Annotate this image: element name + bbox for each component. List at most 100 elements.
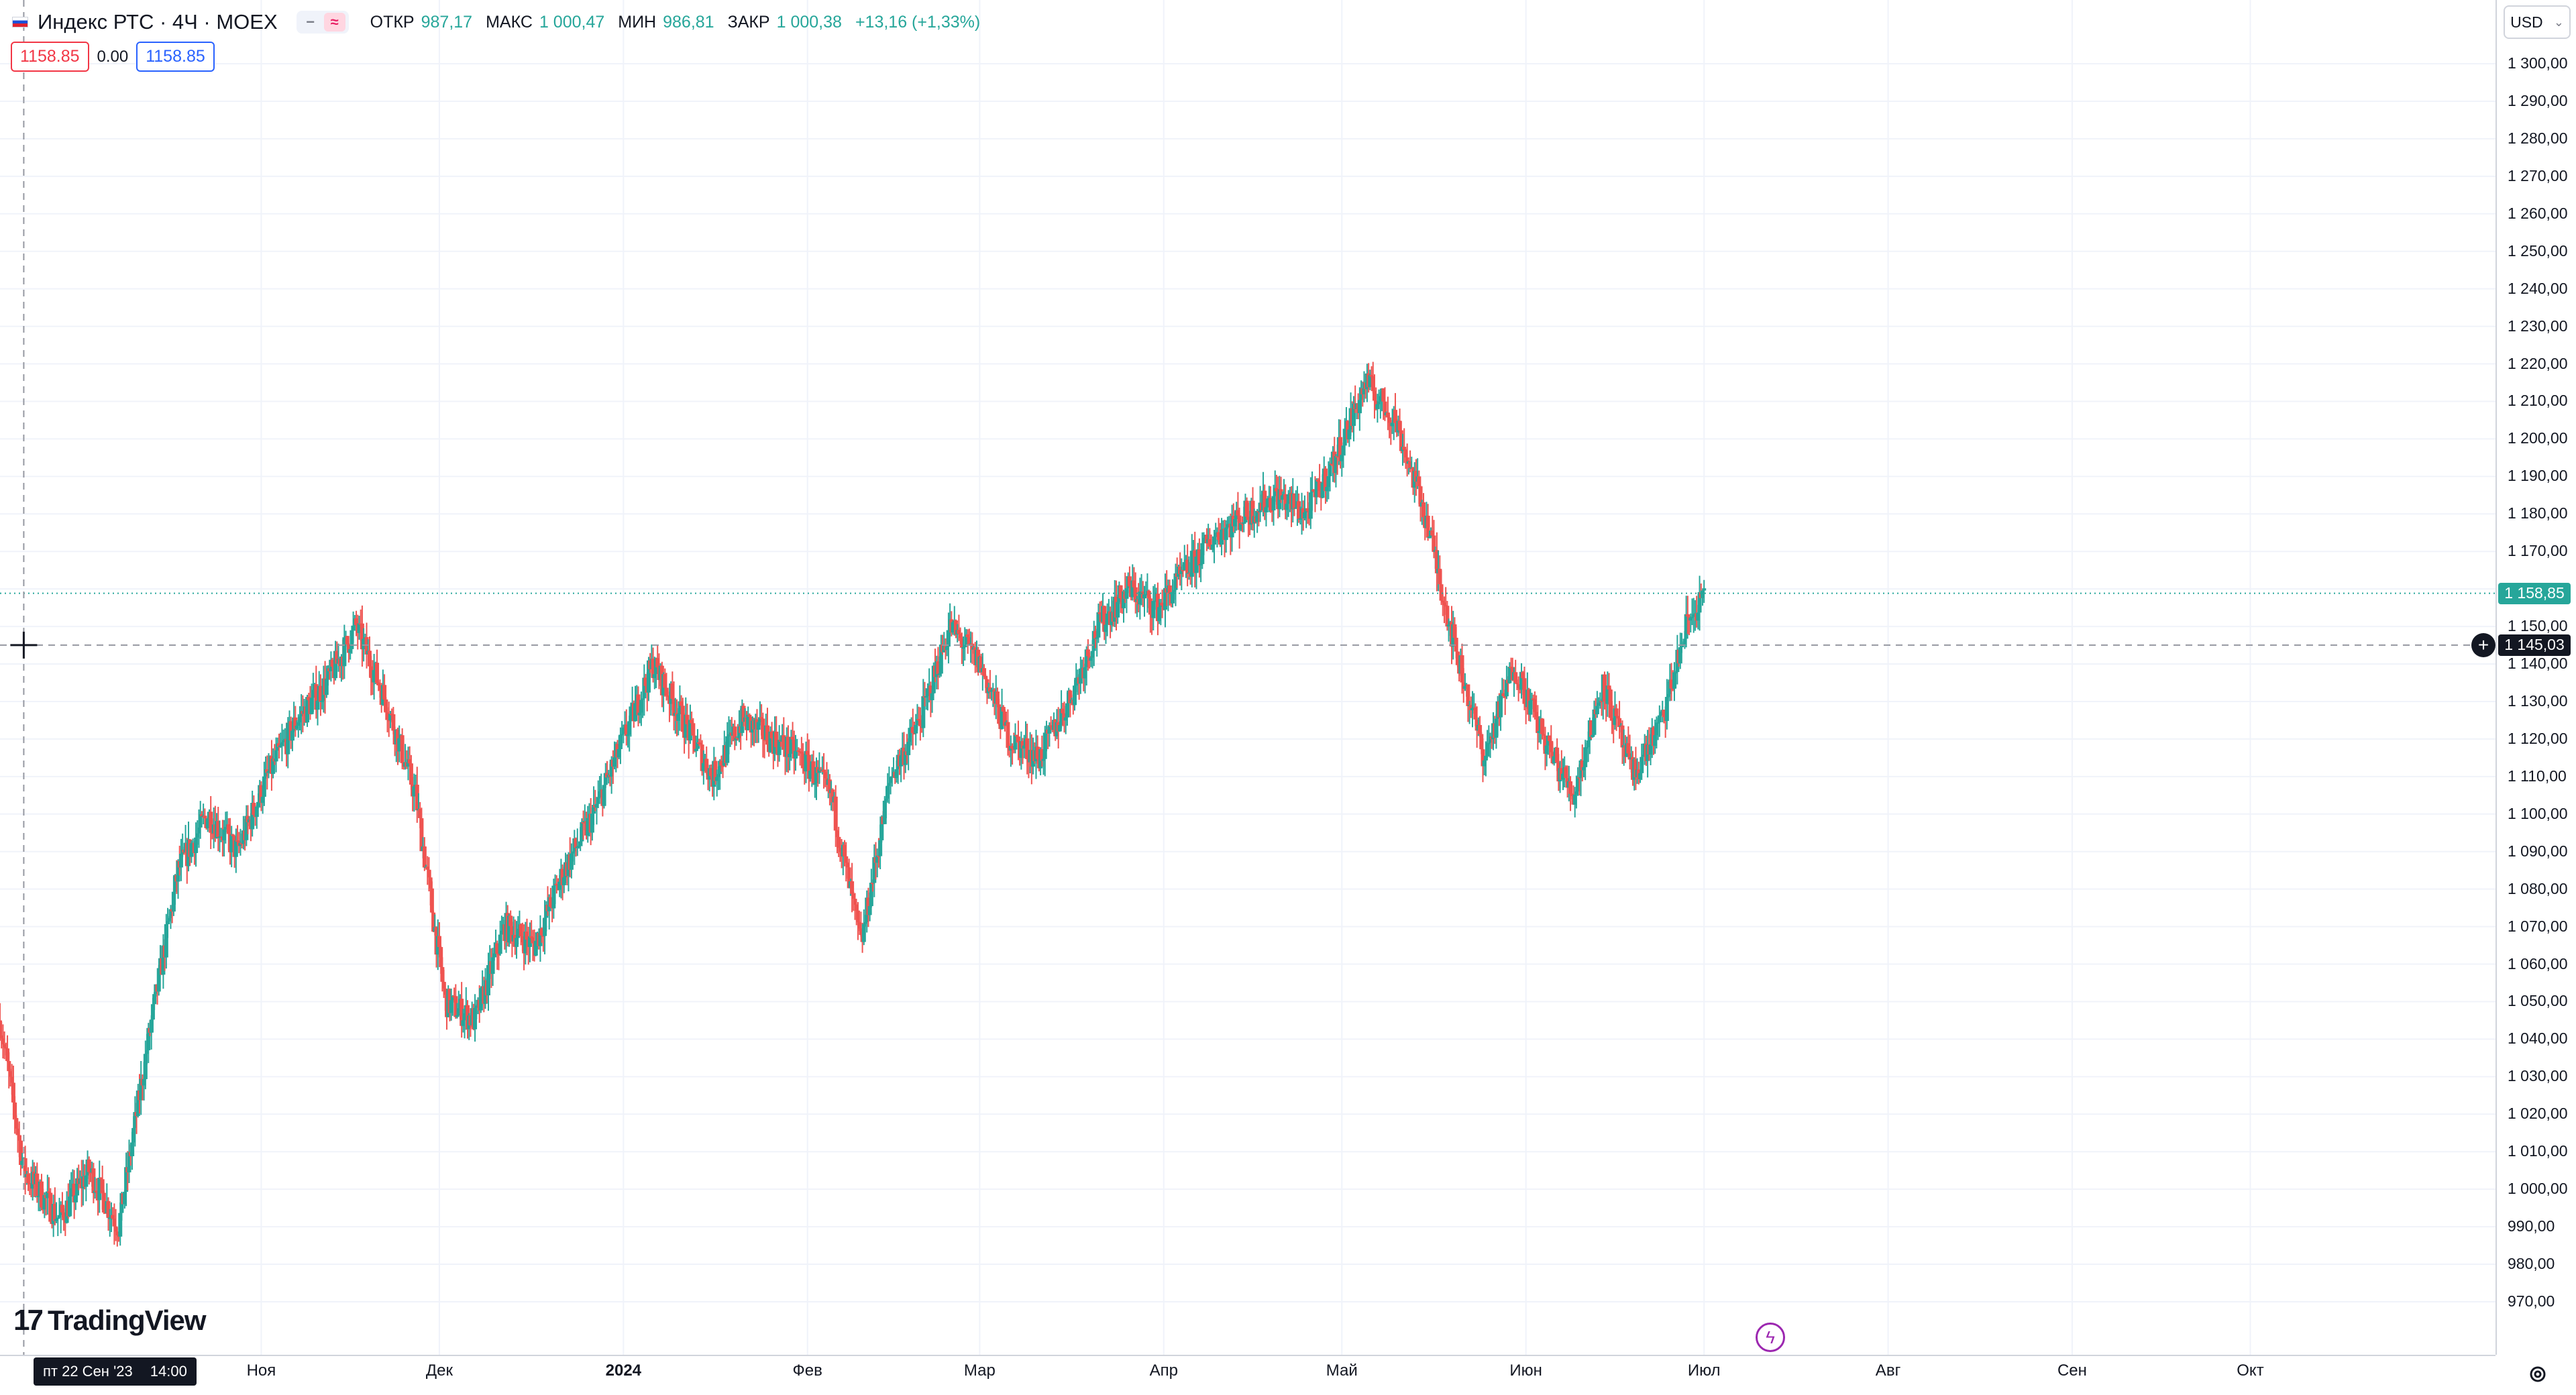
candle-body [801, 753, 806, 769]
lightning-icon[interactable]: ϟ [1756, 1323, 1785, 1352]
candle-body [629, 706, 633, 722]
candle-body [256, 801, 261, 807]
candle-body [35, 1173, 40, 1196]
price-tick-label: 1 020,00 [2508, 1105, 2568, 1123]
candle-body [171, 891, 176, 912]
candle-body [863, 922, 868, 924]
candle-body [1519, 672, 1524, 690]
sell-button[interactable]: 1158.85 [11, 42, 89, 72]
buy-button[interactable]: 1158.85 [136, 42, 215, 72]
time-axis-label: Сен [2057, 1361, 2087, 1380]
candle-body [1555, 747, 1560, 763]
candle-body [714, 777, 719, 781]
candle-body [1700, 590, 1705, 598]
candle-body [1522, 678, 1527, 704]
tradingview-logo[interactable]: 17 TradingView [13, 1304, 207, 1337]
price-tick-label: 1 070,00 [2508, 917, 2568, 935]
add-alert-icon[interactable]: + [2471, 632, 2496, 657]
candle-body [663, 674, 667, 688]
candle-body [112, 1218, 117, 1227]
high-value: 1 000,47 [539, 12, 605, 32]
symbol-title[interactable]: Индекс РТС · 4Ч · MOEX [38, 10, 278, 34]
candle-body [39, 1181, 44, 1208]
candle-body [692, 735, 697, 751]
price-axis[interactable] [2496, 0, 2576, 1355]
candle-body [1305, 508, 1310, 512]
candle-body [843, 844, 847, 856]
candle-body [1326, 476, 1331, 488]
candle-body [627, 721, 632, 735]
candle-body [1148, 598, 1152, 615]
candle-body [838, 848, 843, 852]
candlestick-chart[interactable] [0, 0, 2496, 1355]
candle-body [1013, 735, 1018, 750]
candle-body [609, 759, 614, 777]
candle-body [296, 722, 301, 726]
ohlc-values: ОТКР 987,17 МАКС 1 000,47 МИН 986,81 ЗАК… [370, 13, 987, 32]
candle-body [1061, 708, 1065, 714]
candle-body [718, 761, 722, 775]
candle-body [1255, 511, 1260, 522]
low-value: 986,81 [663, 12, 714, 32]
candle-body [1000, 707, 1004, 729]
candle-body [541, 935, 545, 937]
candle-body [305, 697, 310, 723]
candle-body [314, 684, 319, 710]
minus-icon[interactable]: − [306, 13, 315, 30]
candle-body [42, 1194, 47, 1210]
candle-body [422, 846, 427, 868]
candle-body [1564, 767, 1568, 779]
candle-body [264, 769, 268, 777]
candle-body [290, 730, 294, 741]
candle-body [1674, 672, 1678, 674]
candle-body [1627, 753, 1632, 760]
time-axis-label: Окт [2237, 1361, 2264, 1380]
candle-body [1329, 463, 1334, 465]
candle-body [26, 1174, 31, 1183]
candle-body [641, 698, 645, 700]
candle-body [1659, 712, 1664, 716]
candle-body [713, 761, 718, 781]
candle-body [1040, 749, 1044, 761]
candle-body [1696, 612, 1701, 621]
candle-body [910, 726, 915, 734]
candle-body [280, 742, 284, 746]
candle-body [8, 1071, 13, 1077]
candle-body [496, 954, 501, 956]
currency-dropdown[interactable]: USD ⌄ [2504, 5, 2571, 39]
candle-body [1442, 602, 1446, 606]
candle-body [0, 1035, 4, 1039]
candle-body [199, 814, 204, 817]
candle-body [376, 683, 381, 685]
candle-body [789, 736, 794, 754]
candle-body [1062, 713, 1067, 721]
time-axis-label: Фев [792, 1361, 822, 1380]
time-axis[interactable] [0, 1355, 2496, 1395]
time-axis-label: Май [1326, 1361, 1358, 1380]
candle-body [453, 996, 458, 1017]
candle-body [111, 1215, 115, 1219]
candle-body [1297, 501, 1301, 519]
candle-body [45, 1191, 50, 1198]
candle-body [727, 734, 731, 736]
candle-body [876, 855, 881, 857]
candle-body [498, 934, 502, 954]
candle-body [850, 881, 855, 894]
candle-body [1452, 624, 1457, 638]
candle-body [759, 717, 764, 719]
candle-body [1516, 684, 1521, 688]
candle-body [701, 763, 706, 771]
price-tick-label: 1 270,00 [2508, 166, 2568, 184]
chart-settings-button[interactable] [2522, 1359, 2553, 1390]
candle-body [1341, 445, 1346, 455]
candle-body [1446, 624, 1451, 627]
candle-body [1173, 573, 1178, 590]
candle-body [1691, 614, 1696, 617]
overlays-layer [0, 0, 2496, 1355]
candle-body [133, 1112, 138, 1128]
time-axis-label: Мар [963, 1361, 996, 1380]
candle-body [786, 736, 790, 757]
candle-body [1552, 756, 1556, 764]
candle-body [1574, 791, 1578, 795]
approx-icon[interactable]: ≈ [323, 13, 345, 32]
